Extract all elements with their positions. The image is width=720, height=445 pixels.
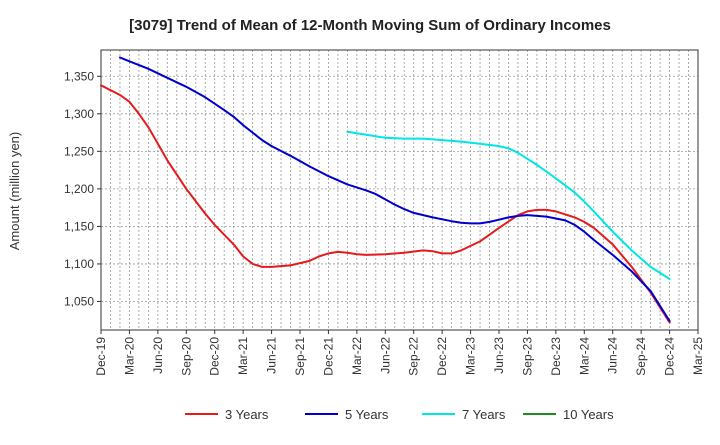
x-tick-label: Mar-24 — [577, 337, 591, 375]
legend-label-10-years: 10 Years — [563, 407, 614, 422]
x-tick-label: Mar-22 — [350, 337, 364, 375]
x-tick-label: Sep-20 — [179, 337, 193, 376]
x-tick-label: Sep-21 — [293, 337, 307, 376]
series-line-3-years — [100, 84, 671, 324]
y-axis-label: Amount (million yen) — [7, 132, 22, 251]
x-tick-label: Jun-20 — [151, 337, 165, 374]
x-tick-label: Dec-19 — [94, 337, 108, 376]
y-tick-label: 1,150 — [64, 219, 94, 233]
x-tick-label: Dec-21 — [321, 337, 335, 376]
x-tick-label: Jun-22 — [378, 337, 392, 374]
x-tick-label: Sep-24 — [634, 337, 648, 376]
plot-area: 1,050 1,100 1,150 1,200 1,250 1,300 1,350 Dec-1… — [64, 49, 705, 376]
x-tick-label: Mar-20 — [122, 337, 136, 375]
y-tick-label: 1,250 — [64, 144, 94, 158]
x-tick-label: Jun-23 — [492, 337, 506, 374]
legend: 3 Years 5 Years 7 Years 10 Years — [185, 407, 614, 422]
x-tick-label: Dec-24 — [663, 337, 677, 376]
legend-label-3-years: 3 Years — [225, 407, 269, 422]
x-tick-label: Mar-23 — [464, 337, 478, 375]
series-line-7-years — [346, 130, 671, 280]
x-tick-label: Dec-23 — [549, 337, 563, 376]
x-tick-label: Mar-25 — [691, 337, 705, 375]
x-tick-label: Dec-20 — [208, 337, 222, 376]
x-tick-label: Jun-24 — [606, 337, 620, 374]
x-tick-label: Sep-23 — [520, 337, 534, 376]
plot-frame — [100, 49, 699, 331]
x-tick-label: Sep-22 — [407, 337, 421, 376]
y-tick-label: 1,050 — [64, 294, 94, 308]
x-tick-label: Jun-21 — [265, 337, 279, 374]
y-tick-label: 1,350 — [64, 69, 94, 83]
y-tick-label: 1,300 — [64, 107, 94, 121]
series-line-5-years — [119, 56, 671, 322]
x-tick-label: Dec-22 — [435, 337, 449, 376]
x-tick-label: Mar-21 — [236, 337, 250, 375]
legend-label-5-years: 5 Years — [345, 407, 389, 422]
chart-title: [3079] Trend of Mean of 12-Month Moving … — [129, 17, 611, 34]
y-tick-label: 1,100 — [64, 257, 94, 271]
legend-label-7-years: 7 Years — [462, 407, 506, 422]
y-tick-label: 1,200 — [64, 182, 94, 196]
